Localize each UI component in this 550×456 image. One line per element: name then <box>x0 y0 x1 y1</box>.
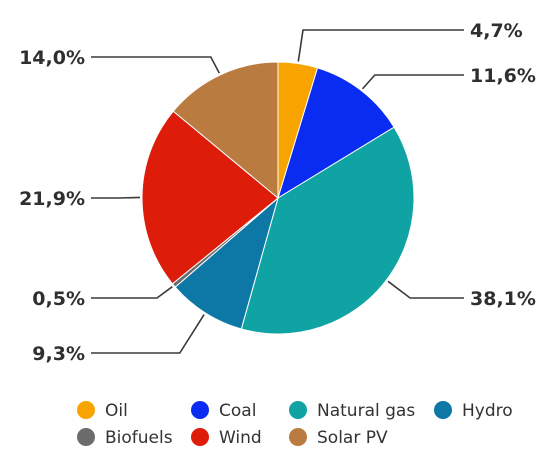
data-label-natural-gas: 38,1% <box>470 288 536 310</box>
legend-label-hydro: Hydro <box>462 401 513 421</box>
legend-label-natural-gas: Natural gas <box>317 401 415 421</box>
pie-slices <box>141 61 415 335</box>
leader-line-hydro <box>91 314 205 354</box>
data-label-wind: 21,9% <box>19 188 85 210</box>
leader-line-natural-gas <box>387 280 464 299</box>
legend-swatch-oil <box>77 401 95 419</box>
legend-item-wind: Wind <box>191 428 262 448</box>
legend-swatch-natural-gas <box>289 401 307 419</box>
legend-item-oil: Oil <box>77 401 128 421</box>
legend-label-oil: Oil <box>105 401 128 421</box>
slice-solar-pv <box>172 61 279 200</box>
data-label-hydro: 9,3% <box>32 343 85 365</box>
leader-line-coal <box>361 74 464 90</box>
data-label-oil: 4,7% <box>470 20 523 42</box>
legend-item-hydro: Hydro <box>434 401 513 421</box>
leader-line-biofuels <box>91 286 173 299</box>
leader-lines <box>91 29 464 354</box>
slice-wind <box>141 110 279 285</box>
legend-label-wind: Wind <box>219 428 262 448</box>
leader-line-oil <box>297 29 464 62</box>
leader-line-solar-pv <box>91 56 221 74</box>
slice-coal <box>277 67 395 200</box>
legend-swatch-wind <box>191 428 209 446</box>
legend: Oil Coal Natural gas Hydro Biofuels Wind Solar… <box>77 401 513 448</box>
data-label-solar-pv: 14,0% <box>19 47 85 69</box>
legend-item-coal: Coal <box>191 401 256 421</box>
legend-label-biofuels: Biofuels <box>105 428 173 448</box>
legend-item-biofuels: Biofuels <box>77 428 173 448</box>
slice-natural-gas <box>240 126 415 335</box>
legend-swatch-coal <box>191 401 209 419</box>
legend-item-natural-gas: Natural gas <box>289 401 415 421</box>
data-label-coal: 11,6% <box>470 65 536 87</box>
legend-label-coal: Coal <box>219 401 256 421</box>
leader-line-wind <box>91 196 141 199</box>
slice-hydro <box>174 196 279 330</box>
legend-swatch-biofuels <box>77 428 95 446</box>
legend-swatch-solar-pv <box>289 428 307 446</box>
legend-label-solar-pv: Solar PV <box>317 428 388 448</box>
legend-item-solar-pv: Solar PV <box>289 428 388 448</box>
data-labels: 4,7% 11,6% 38,1% 9,3% 0,5% 21,9% 14,0% <box>19 20 536 365</box>
legend-swatch-hydro <box>434 401 452 419</box>
data-label-biofuels: 0,5% <box>32 288 85 310</box>
